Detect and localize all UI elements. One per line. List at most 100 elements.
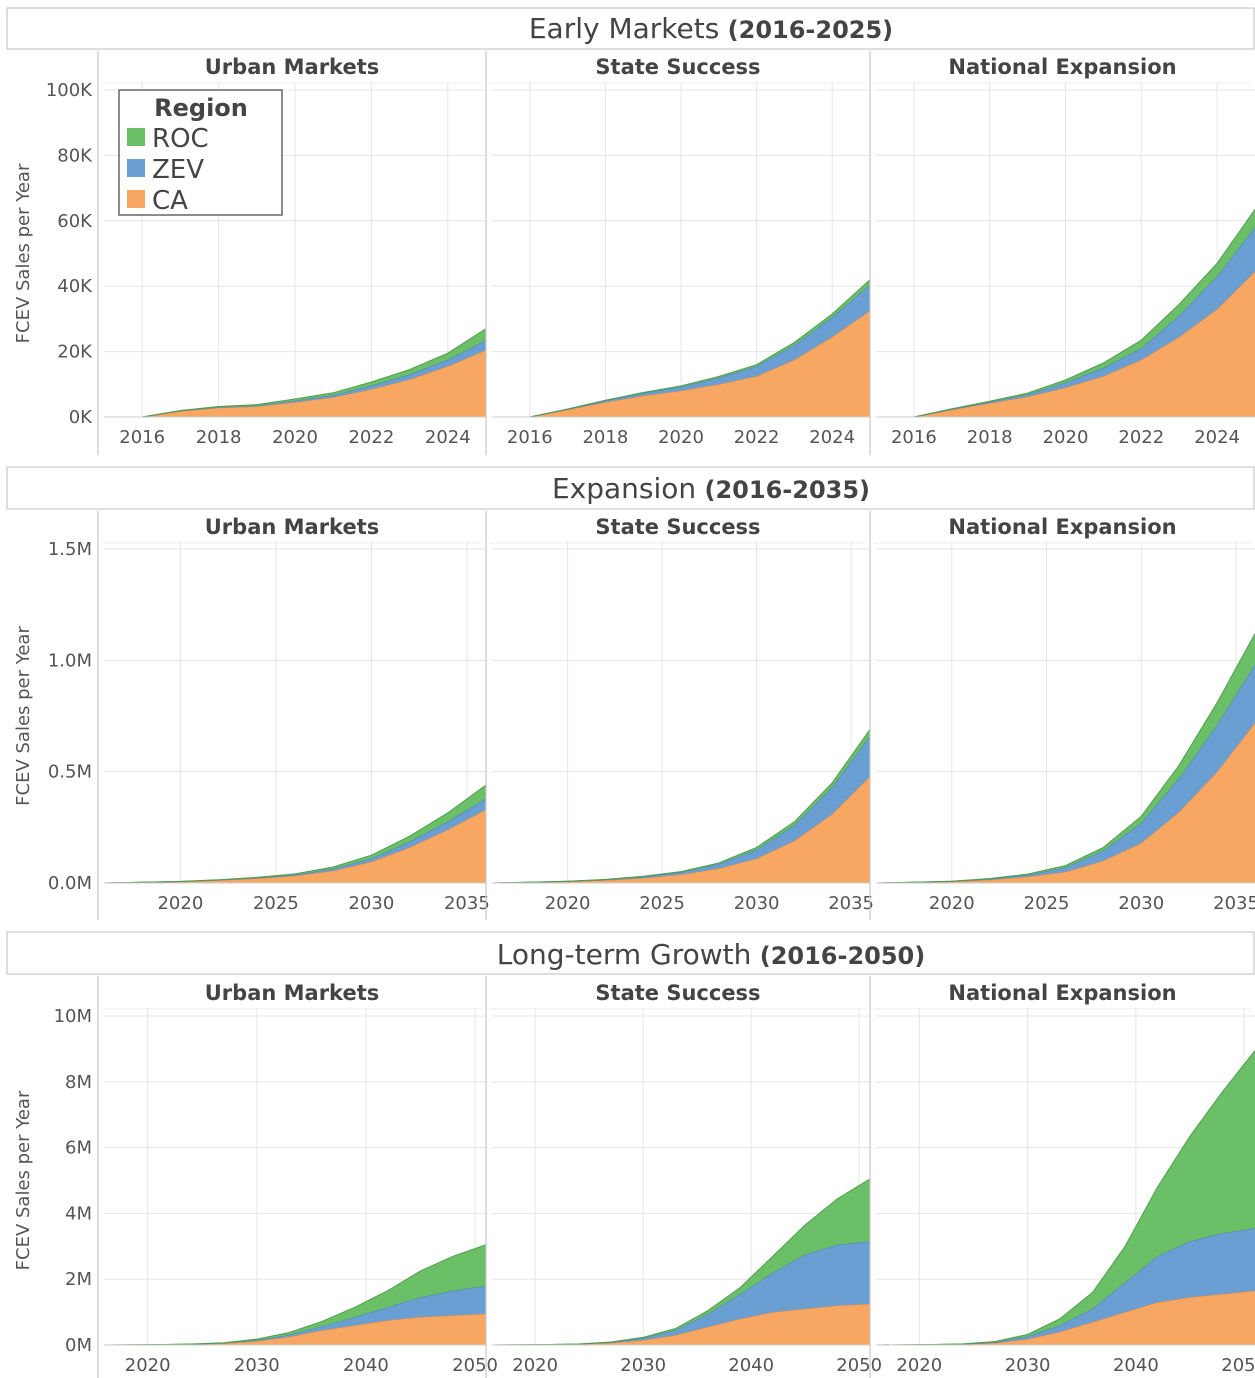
area-ca bbox=[876, 722, 1255, 883]
y-tick-label: 0.0M bbox=[48, 873, 92, 894]
x-tick-label: 2030 bbox=[620, 1355, 666, 1376]
y-tick-label: 0K bbox=[69, 407, 93, 428]
y-tick-label: 2M bbox=[65, 1269, 92, 1290]
chart-row-2: Long-term Growth (2016-2050) FCEV Sales p… bbox=[6, 931, 1255, 1378]
row-title-band bbox=[6, 931, 1255, 975]
panel-national-expansion: National Expansion 2020 2025 2030 2035 bbox=[869, 511, 1255, 920]
area-roc bbox=[876, 1050, 1255, 1345]
x-tick-label: 2020 bbox=[896, 1355, 942, 1376]
legend-label-ca: CA bbox=[152, 186, 188, 216]
row-title-band bbox=[6, 7, 1255, 50]
x-tick-label: 2050 bbox=[836, 1355, 882, 1376]
x-tick-label: 2035 bbox=[828, 893, 874, 914]
x-tick-label: 2020 bbox=[272, 427, 318, 448]
panel-title: Urban Markets bbox=[205, 515, 379, 539]
x-tick-label: 2020 bbox=[1043, 427, 1089, 448]
x-tick-label: 2020 bbox=[545, 893, 591, 914]
x-tick-label: 2030 bbox=[1118, 893, 1164, 914]
x-tick-label: 2040 bbox=[728, 1355, 774, 1376]
x-tick-label: 2024 bbox=[425, 427, 471, 448]
area-ca bbox=[876, 1290, 1255, 1345]
x-tick-label: 2025 bbox=[253, 893, 299, 914]
y-tick-label: 1.5M bbox=[48, 539, 92, 560]
area-edge-roc bbox=[491, 1178, 871, 1346]
y-tick-label: 6M bbox=[65, 1138, 92, 1159]
x-tick-label: 2016 bbox=[119, 427, 165, 448]
area-ca bbox=[913, 271, 1255, 417]
y-axis-label: FCEV Sales per Year bbox=[13, 626, 34, 806]
x-tick-label: 2030 bbox=[234, 1355, 280, 1376]
legend-label-zev: ZEV bbox=[152, 155, 204, 185]
area-edge-roc bbox=[142, 328, 487, 418]
panel-title: National Expansion bbox=[948, 55, 1176, 79]
area-ca bbox=[492, 1303, 870, 1345]
area-zev bbox=[876, 1228, 1255, 1345]
panel-title: Urban Markets bbox=[205, 981, 379, 1005]
x-tick-label: 2022 bbox=[348, 427, 394, 448]
y-tick-label: 100K bbox=[46, 80, 93, 101]
area-ca bbox=[529, 310, 870, 417]
x-tick-label: 2018 bbox=[196, 427, 242, 448]
x-tick-label: 2016 bbox=[891, 427, 937, 448]
panel-title: State Success bbox=[595, 515, 760, 539]
x-tick-label: 2030 bbox=[348, 893, 394, 914]
row-title: Early Markets (2016-2025) bbox=[529, 12, 893, 45]
legend-swatch-zev bbox=[127, 159, 145, 177]
legend-label-roc: ROC bbox=[152, 124, 209, 154]
row-title: Long-term Growth (2016-2050) bbox=[497, 938, 925, 971]
panel-state-success: State Success 2020 2030 2040 2050 bbox=[485, 976, 882, 1378]
y-tick-label: 80K bbox=[57, 145, 93, 166]
area-zev bbox=[104, 1285, 486, 1345]
x-tick-label: 2020 bbox=[125, 1355, 171, 1376]
y-axis-label: FCEV Sales per Year bbox=[13, 163, 34, 343]
x-tick-label: 2018 bbox=[967, 427, 1013, 448]
area-zev bbox=[492, 1241, 870, 1345]
y-tick-label: 8M bbox=[65, 1072, 92, 1093]
area-ca bbox=[142, 350, 486, 417]
x-tick-label: 2020 bbox=[157, 893, 203, 914]
area-zev bbox=[492, 736, 870, 883]
x-tick-label: 2024 bbox=[809, 427, 855, 448]
x-tick-label: 2030 bbox=[1005, 1355, 1051, 1376]
x-tick-label: 2040 bbox=[1113, 1355, 1159, 1376]
x-tick-label: 2018 bbox=[582, 427, 628, 448]
row-title: Expansion (2016-2035) bbox=[552, 472, 870, 505]
legend-swatch-ca bbox=[127, 190, 145, 208]
panel-title: Urban Markets bbox=[205, 55, 379, 79]
area-edge-roc bbox=[103, 784, 487, 884]
panel-urban-markets: Urban Markets 2020 2025 2030 2035 bbox=[102, 515, 490, 914]
panel-state-success: State Success 2020 2025 2030 2035 bbox=[485, 511, 874, 920]
panel-title: State Success bbox=[595, 55, 760, 79]
panel-state-success: State Success 2016 2018 2020 2022 2024 bbox=[485, 51, 871, 455]
area-roc bbox=[104, 1244, 486, 1345]
y-tick-label: 10M bbox=[54, 1006, 92, 1027]
row-title-name: Early Markets bbox=[529, 12, 719, 45]
area-edge-roc bbox=[491, 729, 871, 884]
area-ca bbox=[492, 776, 870, 883]
y-tick-label: 60K bbox=[57, 211, 93, 232]
x-tick-label: 2050 bbox=[1221, 1355, 1255, 1376]
area-zev bbox=[529, 284, 870, 417]
x-tick-label: 2022 bbox=[734, 427, 780, 448]
x-tick-label: 2020 bbox=[658, 427, 704, 448]
x-tick-label: 2024 bbox=[1194, 427, 1240, 448]
panel-national-expansion: National Expansion 2020 2030 2040 2050 bbox=[869, 976, 1255, 1378]
x-tick-label: 2025 bbox=[639, 893, 685, 914]
x-tick-label: 2022 bbox=[1118, 427, 1164, 448]
x-tick-label: 2020 bbox=[929, 893, 975, 914]
area-edge-roc bbox=[875, 633, 1255, 884]
area-zev bbox=[913, 227, 1255, 417]
x-tick-label: 2035 bbox=[1213, 893, 1255, 914]
x-tick-label: 2016 bbox=[507, 427, 553, 448]
legend-box bbox=[118, 89, 283, 216]
chart-row-0: Early Markets (2016-2025) FCEV Sales per … bbox=[6, 7, 1255, 455]
panel-national-expansion: National Expansion 2016 2018 2020 2022 2024 bbox=[869, 51, 1255, 455]
x-tick-label: 2050 bbox=[452, 1355, 498, 1376]
x-tick-label: 2040 bbox=[343, 1355, 389, 1376]
row-title-range: (2016-2035) bbox=[696, 476, 870, 504]
x-tick-label: 2035 bbox=[444, 893, 490, 914]
area-ca bbox=[104, 1313, 486, 1345]
area-edge-roc bbox=[913, 209, 1255, 418]
area-edge-roc bbox=[875, 1050, 1255, 1346]
